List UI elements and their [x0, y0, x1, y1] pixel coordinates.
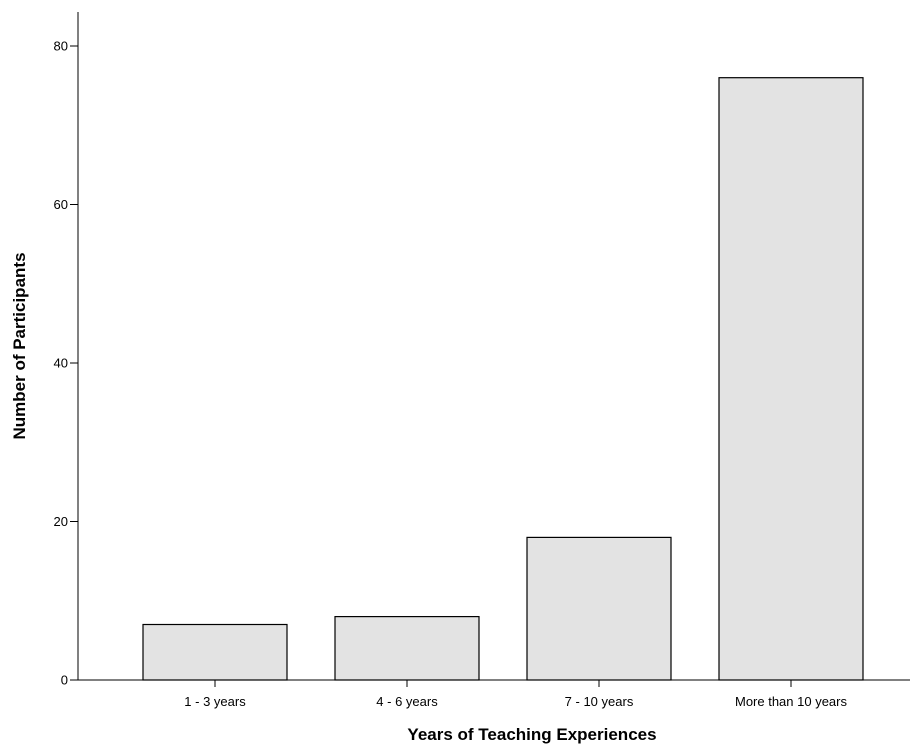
y-tick-label-3: 60 — [54, 197, 68, 212]
y-tick-label-0: 0 — [61, 673, 68, 688]
y-tick-label-4: 80 — [54, 39, 68, 54]
bars-group — [142, 77, 864, 681]
bar-0 — [142, 623, 288, 681]
x-tick-label-2: 7 - 10 years — [565, 694, 634, 709]
x-axis-title: Years of Teaching Experiences — [407, 725, 656, 744]
bar-1 — [334, 615, 480, 681]
x-tick-label-0: 1 - 3 years — [184, 694, 246, 709]
axes-group — [70, 12, 910, 687]
y-axis-title: Number of Participants — [10, 252, 29, 439]
tick-labels-group: 0 20 40 60 80 1 - 3 years 4 - 6 years 7 - 10 ye… — [54, 39, 848, 710]
bar-2 — [526, 536, 672, 681]
x-tick-label-3: More than 10 years — [735, 694, 848, 709]
y-tick-label-1: 20 — [54, 514, 68, 529]
bar-3 — [718, 77, 864, 681]
x-tick-label-1: 4 - 6 years — [376, 694, 438, 709]
y-tick-label-2: 40 — [54, 356, 68, 371]
